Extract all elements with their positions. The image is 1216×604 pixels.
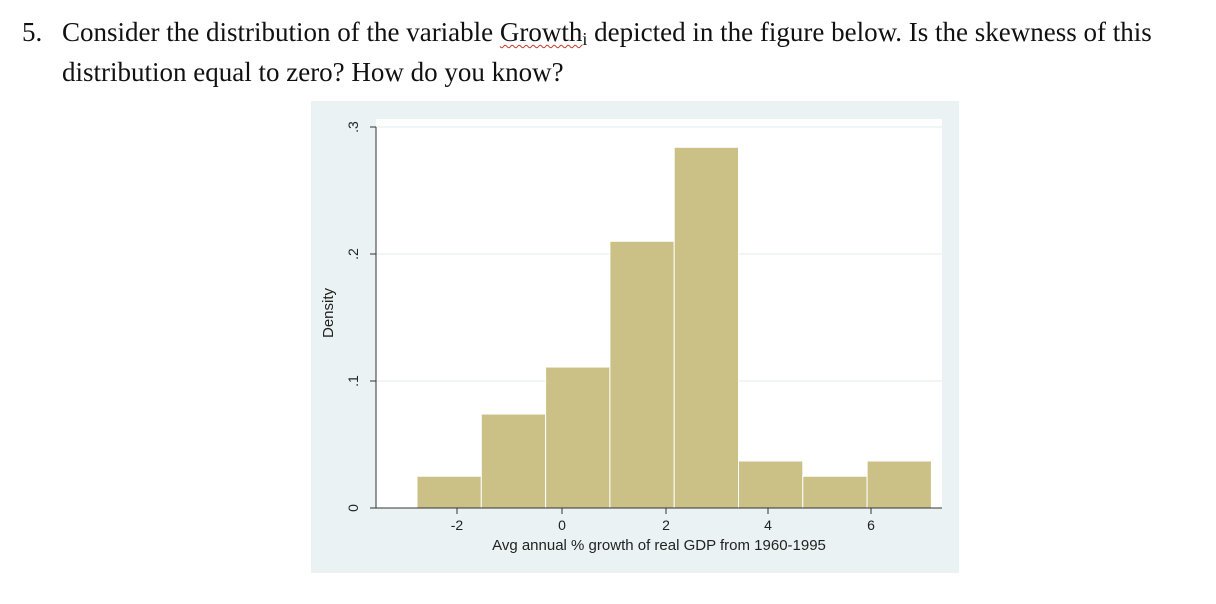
y-tick-label-1: .1	[345, 375, 361, 387]
y-tick-label-3: .3	[345, 121, 361, 133]
histogram-bar-2	[545, 366, 611, 509]
x-tick-label-4: 6	[867, 517, 875, 533]
question-text-before: Consider the distribution of the variabl…	[62, 17, 500, 47]
question-number: 5.	[22, 17, 43, 47]
histogram-figure: 0 .1 .2 .3 -2 0 2 4 6 Avg annual % growth of real…	[311, 101, 959, 573]
histogram-bar-1	[480, 413, 547, 509]
histogram-bar-5	[738, 460, 804, 509]
y-tick-label-2: .2	[345, 248, 361, 260]
x-tick-label-3: 4	[764, 517, 772, 533]
question-variable: Growthi	[499, 17, 588, 49]
histogram-bar-6	[802, 475, 868, 509]
question-variable-subscript: i	[582, 29, 588, 49]
question-text-after: depicted in the figure below. Is the ske…	[62, 17, 1152, 87]
x-tick-label-0: -2	[451, 517, 464, 533]
question-variable-name: Growth	[499, 17, 583, 47]
y-axis-title: Density	[320, 287, 337, 338]
question-text: 5. Consider the distribution of the vari…	[22, 16, 1202, 89]
x-axis-title: Avg annual % growth of real GDP from 196…	[492, 537, 826, 554]
x-tick-label-1: 0	[558, 517, 566, 533]
histogram-bar-4	[673, 146, 740, 509]
histogram-chart: 0 .1 .2 .3 -2 0 2 4 6 Avg annual % growth of real…	[320, 119, 942, 554]
question-body: Consider the distribution of the variabl…	[62, 16, 1202, 89]
x-tick-label-2: 2	[662, 517, 670, 533]
y-tick-label-0: 0	[345, 504, 361, 512]
histogram-bar-0	[416, 475, 482, 509]
histogram-bar-3	[609, 240, 675, 509]
histogram-bar-7	[866, 460, 932, 509]
